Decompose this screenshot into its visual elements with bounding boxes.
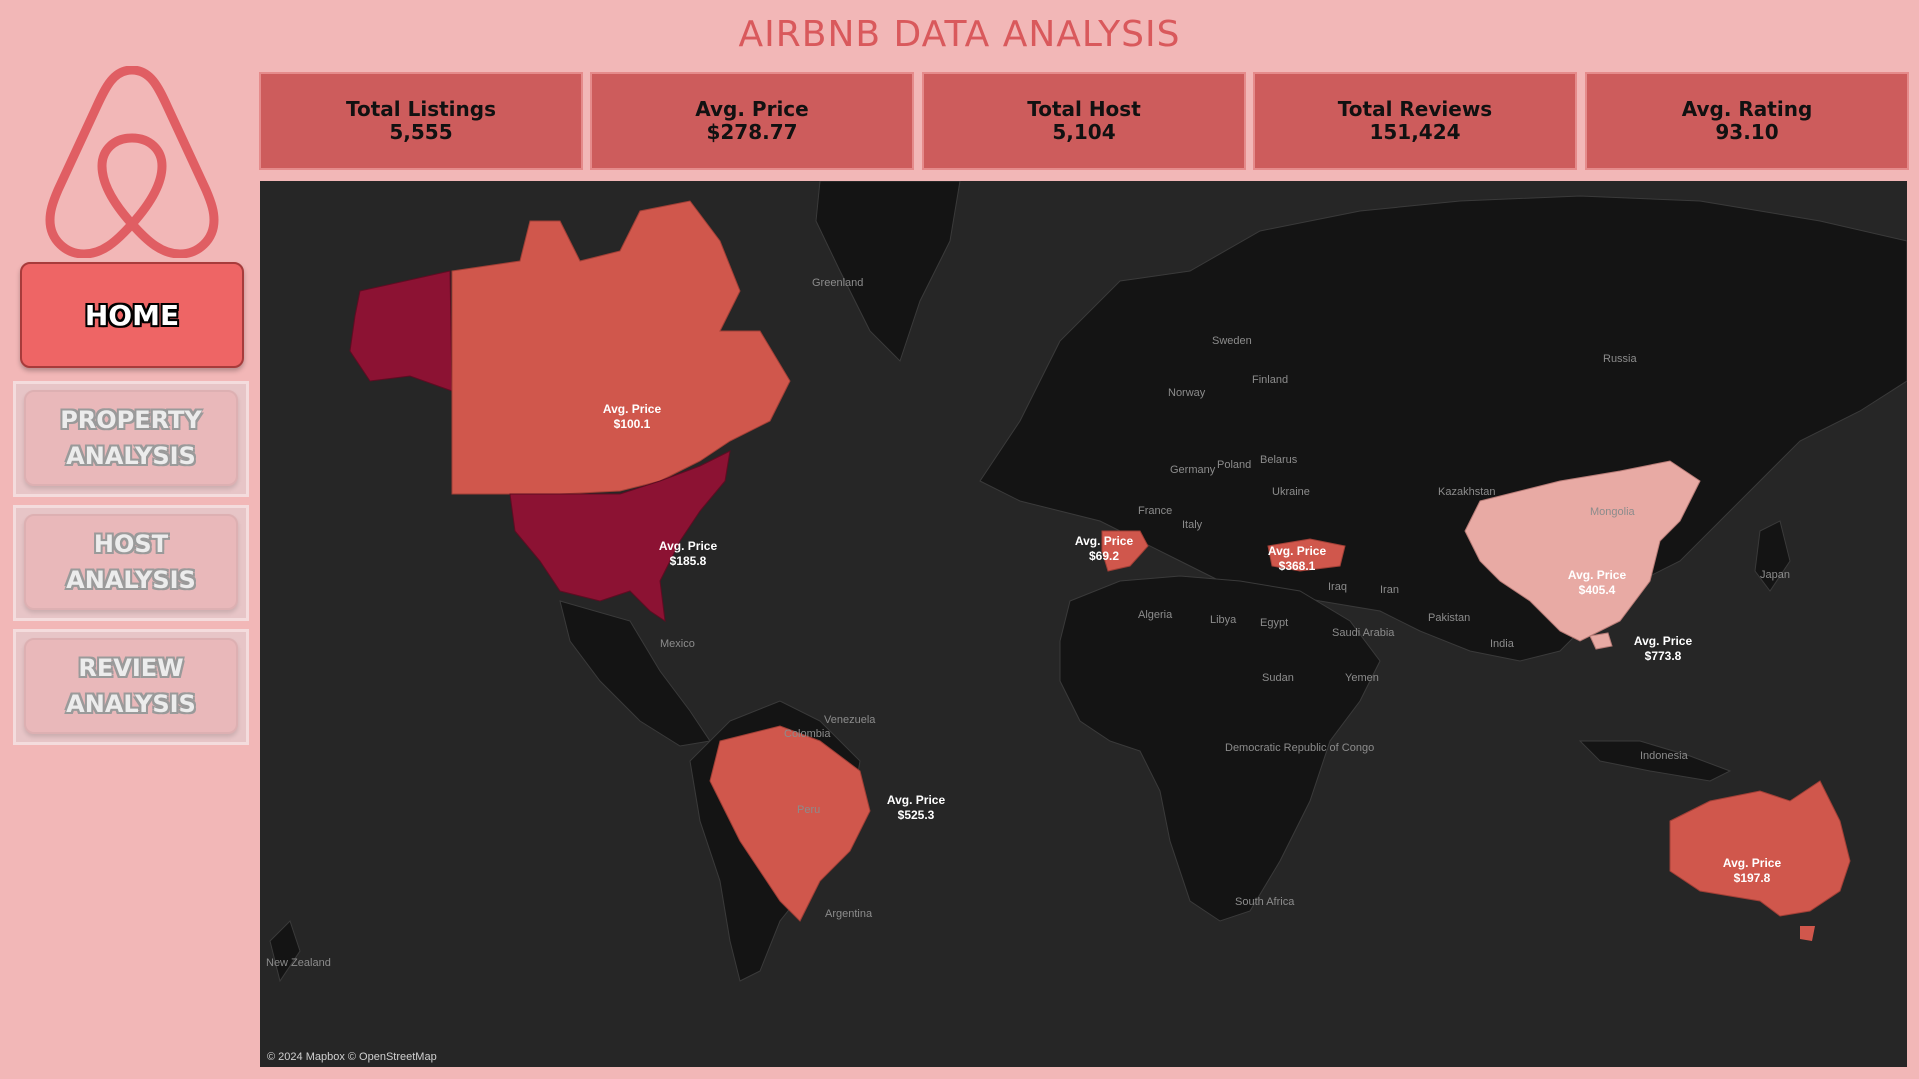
country-label: Democratic Republic of Congo <box>1225 742 1374 754</box>
kpi-label: Total Reviews <box>1337 97 1493 121</box>
price-label: Avg. Price <box>1568 568 1627 582</box>
country-label: Algeria <box>1138 609 1173 621</box>
price-label: Avg. Price <box>887 793 946 807</box>
price-label: Avg. Price <box>1634 634 1693 648</box>
country-label: Belarus <box>1260 454 1298 466</box>
kpi-label: Total Host <box>1027 97 1141 121</box>
turkey-shape <box>1267 538 1346 572</box>
country-label: Ukraine <box>1272 486 1310 498</box>
country-label: Iraq <box>1328 581 1347 593</box>
usa-shape <box>509 450 731 623</box>
spain-shape <box>1101 530 1149 572</box>
country-label: Mongolia <box>1590 506 1636 518</box>
kpi-total-reviews: Total Reviews 151,424 <box>1253 72 1577 170</box>
country-label: Saudi Arabia <box>1332 627 1395 639</box>
kpi-value: 5,104 <box>1052 120 1116 144</box>
price-labels: Avg. Price $100.1 Avg. Price $185.8 Avg.… <box>603 402 1782 885</box>
price-value: $773.8 <box>1645 649 1682 663</box>
price-value: $368.1 <box>1279 559 1316 573</box>
country-label: Poland <box>1217 459 1251 471</box>
host-analysis-label: HOST ANALYSIS <box>66 530 196 594</box>
country-label: Yemen <box>1345 672 1379 684</box>
map-attribution[interactable]: © 2024 Mapbox © OpenStreetMap <box>267 1051 437 1063</box>
price-label: Avg. Price <box>1268 544 1327 558</box>
price-value: $405.4 <box>1579 583 1616 597</box>
price-label: Avg. Price <box>1075 534 1134 548</box>
price-value: $197.8 <box>1734 871 1771 885</box>
country-label: Italy <box>1182 519 1203 531</box>
review-analysis-button[interactable]: REVIEW ANALYSIS <box>24 638 238 734</box>
country-label: Kazakhstan <box>1438 486 1495 498</box>
country-label: Peru <box>797 804 820 816</box>
property-analysis-label: PROPERTY ANALYSIS <box>60 406 202 470</box>
kpi-label: Total Listings <box>346 97 496 121</box>
greenland-shape <box>815 181 961 362</box>
tasmania-shape <box>1800 926 1815 941</box>
country-label: France <box>1138 505 1172 517</box>
indonesia-shape <box>1578 740 1732 782</box>
kpi-value: 151,424 <box>1369 120 1461 144</box>
brazil-shape <box>709 725 871 922</box>
property-analysis-button[interactable]: PROPERTY ANALYSIS <box>24 390 238 486</box>
price-value: $525.3 <box>898 808 935 822</box>
review-analysis-label: REVIEW ANALYSIS <box>66 654 196 718</box>
kpi-avg-price: Avg. Price $278.77 <box>590 72 914 170</box>
country-label: Germany <box>1170 464 1216 476</box>
country-label: Argentina <box>825 908 873 920</box>
price-value: $185.8 <box>670 554 707 568</box>
country-label: New Zealand <box>266 957 331 969</box>
country-label: Greenland <box>812 277 863 289</box>
eurasia-shape <box>979 195 1907 662</box>
country-label: Japan <box>1760 569 1790 581</box>
japan-shape <box>1754 520 1791 592</box>
kpi-total-host: Total Host 5,104 <box>922 72 1246 170</box>
host-analysis-slot: HOST ANALYSIS <box>13 505 249 621</box>
country-label: Norway <box>1168 387 1206 399</box>
country-label: Indonesia <box>1640 750 1689 762</box>
country-label: Colombia <box>784 728 831 740</box>
price-label: Avg. Price <box>1723 856 1782 870</box>
country-label: Sweden <box>1212 335 1252 347</box>
country-label: Finland <box>1252 374 1288 386</box>
kpi-value: 5,555 <box>389 120 453 144</box>
country-label: Sudan <box>1262 672 1294 684</box>
kpi-total-listings: Total Listings 5,555 <box>259 72 583 170</box>
country-labels: Greenland Sweden Finland Norway Russia B… <box>266 277 1790 969</box>
hong-kong-shape <box>1589 632 1613 650</box>
canada-shape <box>451 200 791 495</box>
price-label: Avg. Price <box>659 539 718 553</box>
page-title: AIRBNB DATA ANALYSIS <box>738 14 1181 55</box>
price-value: $100.1 <box>614 417 651 431</box>
new-zealand-shape <box>269 920 301 983</box>
country-label: Iran <box>1380 584 1399 596</box>
kpi-label: Avg. Price <box>695 97 809 121</box>
map-canvas: Greenland Sweden Finland Norway Russia B… <box>266 181 1907 983</box>
host-analysis-button[interactable]: HOST ANALYSIS <box>24 514 238 610</box>
price-value: $69.2 <box>1089 549 1119 563</box>
country-label: Mexico <box>660 638 695 650</box>
alaska-shape <box>349 270 453 392</box>
price-label: Avg. Price <box>603 402 662 416</box>
property-analysis-slot: PROPERTY ANALYSIS <box>13 381 249 497</box>
world-map[interactable]: Greenland Sweden Finland Norway Russia B… <box>260 181 1907 1067</box>
central-america-shape <box>559 600 711 747</box>
country-label: India <box>1490 638 1515 650</box>
country-label: Russia <box>1603 353 1638 365</box>
kpi-label: Avg. Rating <box>1681 97 1813 121</box>
home-button[interactable]: HOME <box>20 262 244 368</box>
country-label: Pakistan <box>1428 612 1470 624</box>
airbnb-logo-icon <box>45 66 219 258</box>
australia-shape <box>1669 780 1851 917</box>
country-label: Libya <box>1210 614 1237 626</box>
land-layer <box>269 181 1907 983</box>
kpi-value: 93.10 <box>1715 120 1779 144</box>
kpi-avg-rating: Avg. Rating 93.10 <box>1585 72 1909 170</box>
country-label: Venezuela <box>824 714 876 726</box>
country-label: Egypt <box>1260 617 1288 629</box>
review-analysis-slot: REVIEW ANALYSIS <box>13 629 249 745</box>
country-label: South Africa <box>1235 896 1295 908</box>
kpi-value: $278.77 <box>706 120 798 144</box>
africa-shape <box>1059 575 1381 922</box>
china-shape <box>1464 460 1701 642</box>
